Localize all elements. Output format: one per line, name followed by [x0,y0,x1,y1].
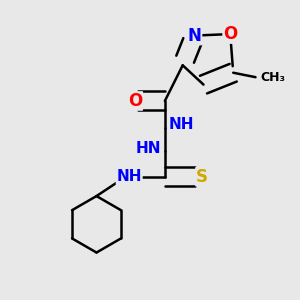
Text: S: S [196,168,208,186]
Text: NH: NH [116,169,142,184]
Text: CH₃: CH₃ [261,71,286,84]
Text: N: N [188,27,202,45]
Text: HN: HN [136,141,161,156]
Text: O: O [223,25,237,43]
Text: NH: NH [169,117,194,132]
Text: O: O [128,92,142,110]
